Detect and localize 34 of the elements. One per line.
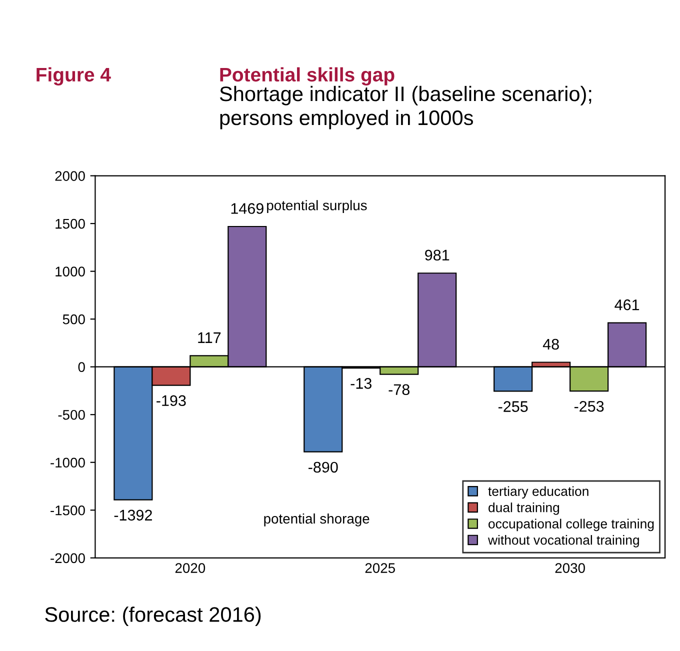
data-label: 981	[425, 250, 450, 261]
y-tick-label: 500	[62, 314, 85, 324]
y-tick-label: 1500	[56, 218, 85, 229]
data-label: -193	[156, 395, 186, 406]
y-tick-label: 2000	[55, 171, 85, 181]
y-tick-label: -2000	[50, 553, 85, 564]
legend-label: occupational college training	[488, 518, 654, 532]
annotation: potential shorage	[264, 513, 370, 526]
data-label: -255	[498, 401, 528, 412]
data-label: 48	[542, 338, 559, 350]
data-label: -890	[308, 462, 338, 473]
y-tick-label: 0	[78, 362, 85, 372]
data-label: -1392	[114, 510, 152, 521]
data-label: 117	[198, 332, 221, 343]
x-tick-label: 2025	[365, 563, 395, 573]
y-tick-label: -1000	[50, 458, 85, 468]
y-tick-label: -1500	[50, 505, 85, 516]
x-tick-label: 2020	[175, 563, 206, 573]
caption: Figure 4	[36, 67, 111, 86]
data-label: -78	[388, 384, 410, 396]
annotation: potential surplus	[267, 200, 367, 214]
data-label: -13	[350, 378, 372, 389]
data-label: -253	[574, 400, 604, 412]
chart-title: Potential skills gap	[220, 67, 394, 86]
legend-label: without vocational training	[488, 535, 639, 548]
y-tick-label: 1000	[56, 266, 85, 276]
data-label: 461	[614, 299, 640, 310]
source-note: Source: (forecast 2016)	[45, 606, 261, 626]
chart-subtitle: Shortage indicator II (baseline scenario); persons employed in 1000s	[220, 86, 592, 130]
legend-label: dual training	[488, 502, 560, 515]
data-label: 1469	[231, 203, 264, 214]
x-tick-label: 2030	[555, 563, 585, 573]
legend-label: tertiary education	[488, 486, 588, 499]
y-tick-label: -500	[58, 410, 85, 420]
